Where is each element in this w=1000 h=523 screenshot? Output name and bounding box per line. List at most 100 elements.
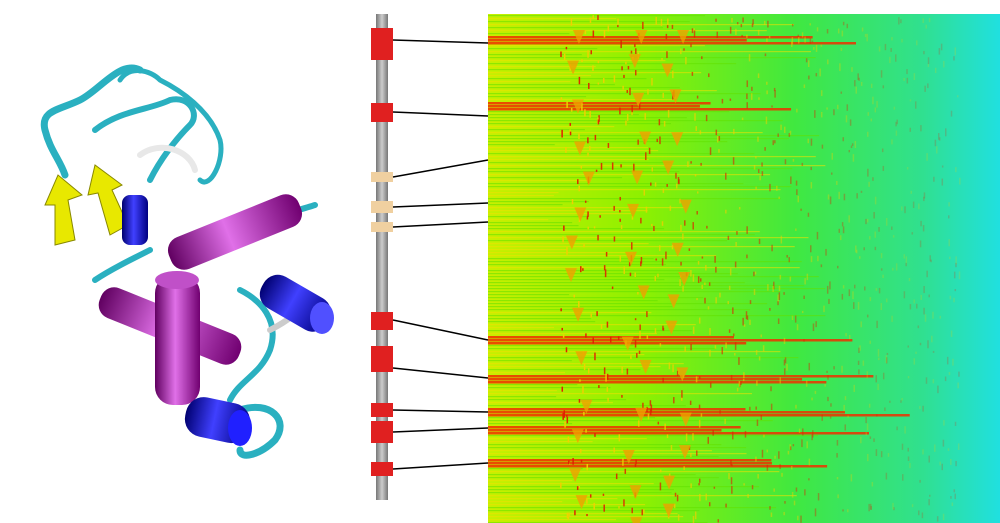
speck	[819, 68, 821, 77]
speck	[953, 489, 956, 493]
speck	[659, 482, 662, 491]
stripe	[488, 519, 616, 521]
speck	[943, 420, 945, 426]
stripe	[488, 63, 737, 65]
speck	[850, 145, 853, 149]
speck	[573, 294, 575, 298]
red-block	[371, 28, 393, 60]
speck	[623, 74, 625, 79]
speck	[791, 315, 794, 321]
speck	[868, 403, 871, 408]
speck	[598, 385, 600, 389]
speck	[628, 261, 631, 267]
speck	[724, 418, 726, 425]
speck	[721, 347, 724, 355]
speck	[698, 404, 701, 410]
red-block	[371, 103, 393, 122]
speck	[836, 439, 839, 446]
speck	[820, 90, 823, 97]
speck	[820, 44, 823, 47]
speck	[662, 327, 665, 331]
speck	[857, 360, 860, 365]
speck	[858, 369, 860, 375]
speck	[777, 318, 780, 324]
speck	[646, 311, 648, 318]
speck	[629, 87, 631, 96]
speck	[659, 245, 661, 252]
stripe	[488, 444, 722, 446]
speck	[679, 198, 681, 204]
speck	[701, 56, 703, 60]
speck	[634, 70, 637, 76]
speck	[689, 400, 692, 405]
speck	[690, 161, 692, 164]
speck	[773, 488, 775, 492]
speck	[717, 519, 720, 523]
speck	[566, 247, 568, 255]
speck	[690, 43, 692, 48]
connector	[392, 221, 489, 228]
motif	[575, 351, 588, 366]
speck	[613, 236, 616, 242]
speck	[748, 54, 751, 62]
speck	[909, 462, 911, 469]
speck	[629, 272, 632, 277]
speck	[701, 284, 703, 289]
speck	[725, 209, 727, 214]
stripe	[488, 411, 845, 414]
speck	[673, 397, 675, 404]
motif	[662, 160, 675, 175]
stripe	[488, 468, 583, 470]
speck	[882, 85, 885, 89]
speck	[698, 419, 701, 428]
speck	[749, 300, 752, 305]
speck	[759, 175, 761, 181]
speck	[640, 261, 642, 267]
speck	[837, 265, 839, 269]
speck	[816, 231, 819, 240]
speck	[635, 459, 637, 465]
speck	[925, 24, 927, 29]
stripe	[488, 513, 678, 515]
speck	[587, 50, 589, 58]
speck	[771, 105, 773, 108]
speck	[746, 254, 748, 259]
motif	[569, 468, 582, 483]
speck	[817, 255, 819, 262]
speck	[878, 287, 881, 294]
tan-block	[371, 172, 393, 182]
speck	[738, 381, 741, 387]
speck	[848, 334, 851, 340]
speck	[597, 60, 600, 64]
speck	[666, 51, 668, 59]
speck	[909, 127, 912, 132]
speck	[802, 428, 804, 436]
speck	[694, 511, 697, 520]
stripe	[488, 84, 615, 86]
speck	[892, 502, 894, 510]
speck	[597, 119, 600, 125]
speck	[827, 375, 829, 380]
speck	[904, 206, 906, 214]
speck	[755, 156, 757, 159]
speck	[860, 436, 862, 444]
speck	[593, 502, 595, 510]
speck	[795, 487, 798, 492]
speck	[840, 48, 843, 51]
speck	[773, 87, 776, 92]
stripe	[488, 78, 647, 80]
connector	[392, 409, 489, 413]
speck	[677, 514, 680, 521]
speck	[848, 289, 851, 297]
speck	[840, 91, 843, 94]
speck	[880, 268, 883, 271]
speck	[928, 499, 930, 506]
speck	[597, 234, 599, 241]
speck	[924, 314, 927, 322]
speck	[797, 34, 800, 38]
stripe	[488, 81, 571, 83]
motif	[572, 30, 585, 44]
speck	[891, 315, 893, 322]
stripe	[488, 474, 696, 476]
speck	[626, 113, 629, 121]
